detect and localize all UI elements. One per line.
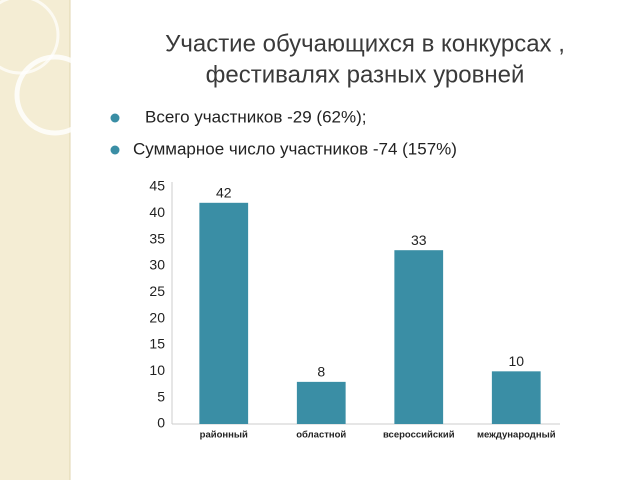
bullet: Суммарное число участников -74 (157%) (133, 139, 457, 158)
bullet-dot (110, 145, 120, 155)
x-tick-label: районный (200, 430, 248, 441)
x-tick-label: областной (296, 430, 346, 441)
y-tick-label: 20 (149, 309, 165, 325)
value-label: 8 (317, 364, 325, 380)
bar (491, 371, 541, 424)
y-tick-label: 35 (149, 230, 165, 246)
bar (394, 250, 444, 424)
bar (199, 202, 249, 424)
value-label: 42 (216, 185, 232, 201)
y-tick-label: 45 (149, 178, 165, 194)
y-tick-label: 0 (157, 415, 165, 431)
decor-circle (14, 54, 96, 136)
title-line: фестивалях разных уровней (206, 61, 525, 88)
bar (296, 381, 346, 424)
y-tick-label: 40 (149, 204, 165, 220)
y-tick-label: 30 (149, 257, 165, 273)
title-line: Участие обучающихся в конкурсах , (165, 30, 565, 57)
value-label: 10 (508, 353, 524, 369)
y-tick-label: 10 (149, 362, 165, 378)
x-tick-label: всероссийский (383, 430, 455, 441)
bullet: Всего участников -29 (62%); (145, 107, 366, 126)
decor-circle (0, 0, 60, 75)
y-tick-label: 15 (149, 336, 165, 352)
value-label: 33 (411, 232, 427, 248)
side-strip (0, 0, 70, 480)
y-tick-label: 25 (149, 283, 165, 299)
x-tick-label: международный (477, 430, 556, 441)
y-tick-label: 5 (157, 388, 165, 404)
bullet-dot (110, 113, 120, 123)
